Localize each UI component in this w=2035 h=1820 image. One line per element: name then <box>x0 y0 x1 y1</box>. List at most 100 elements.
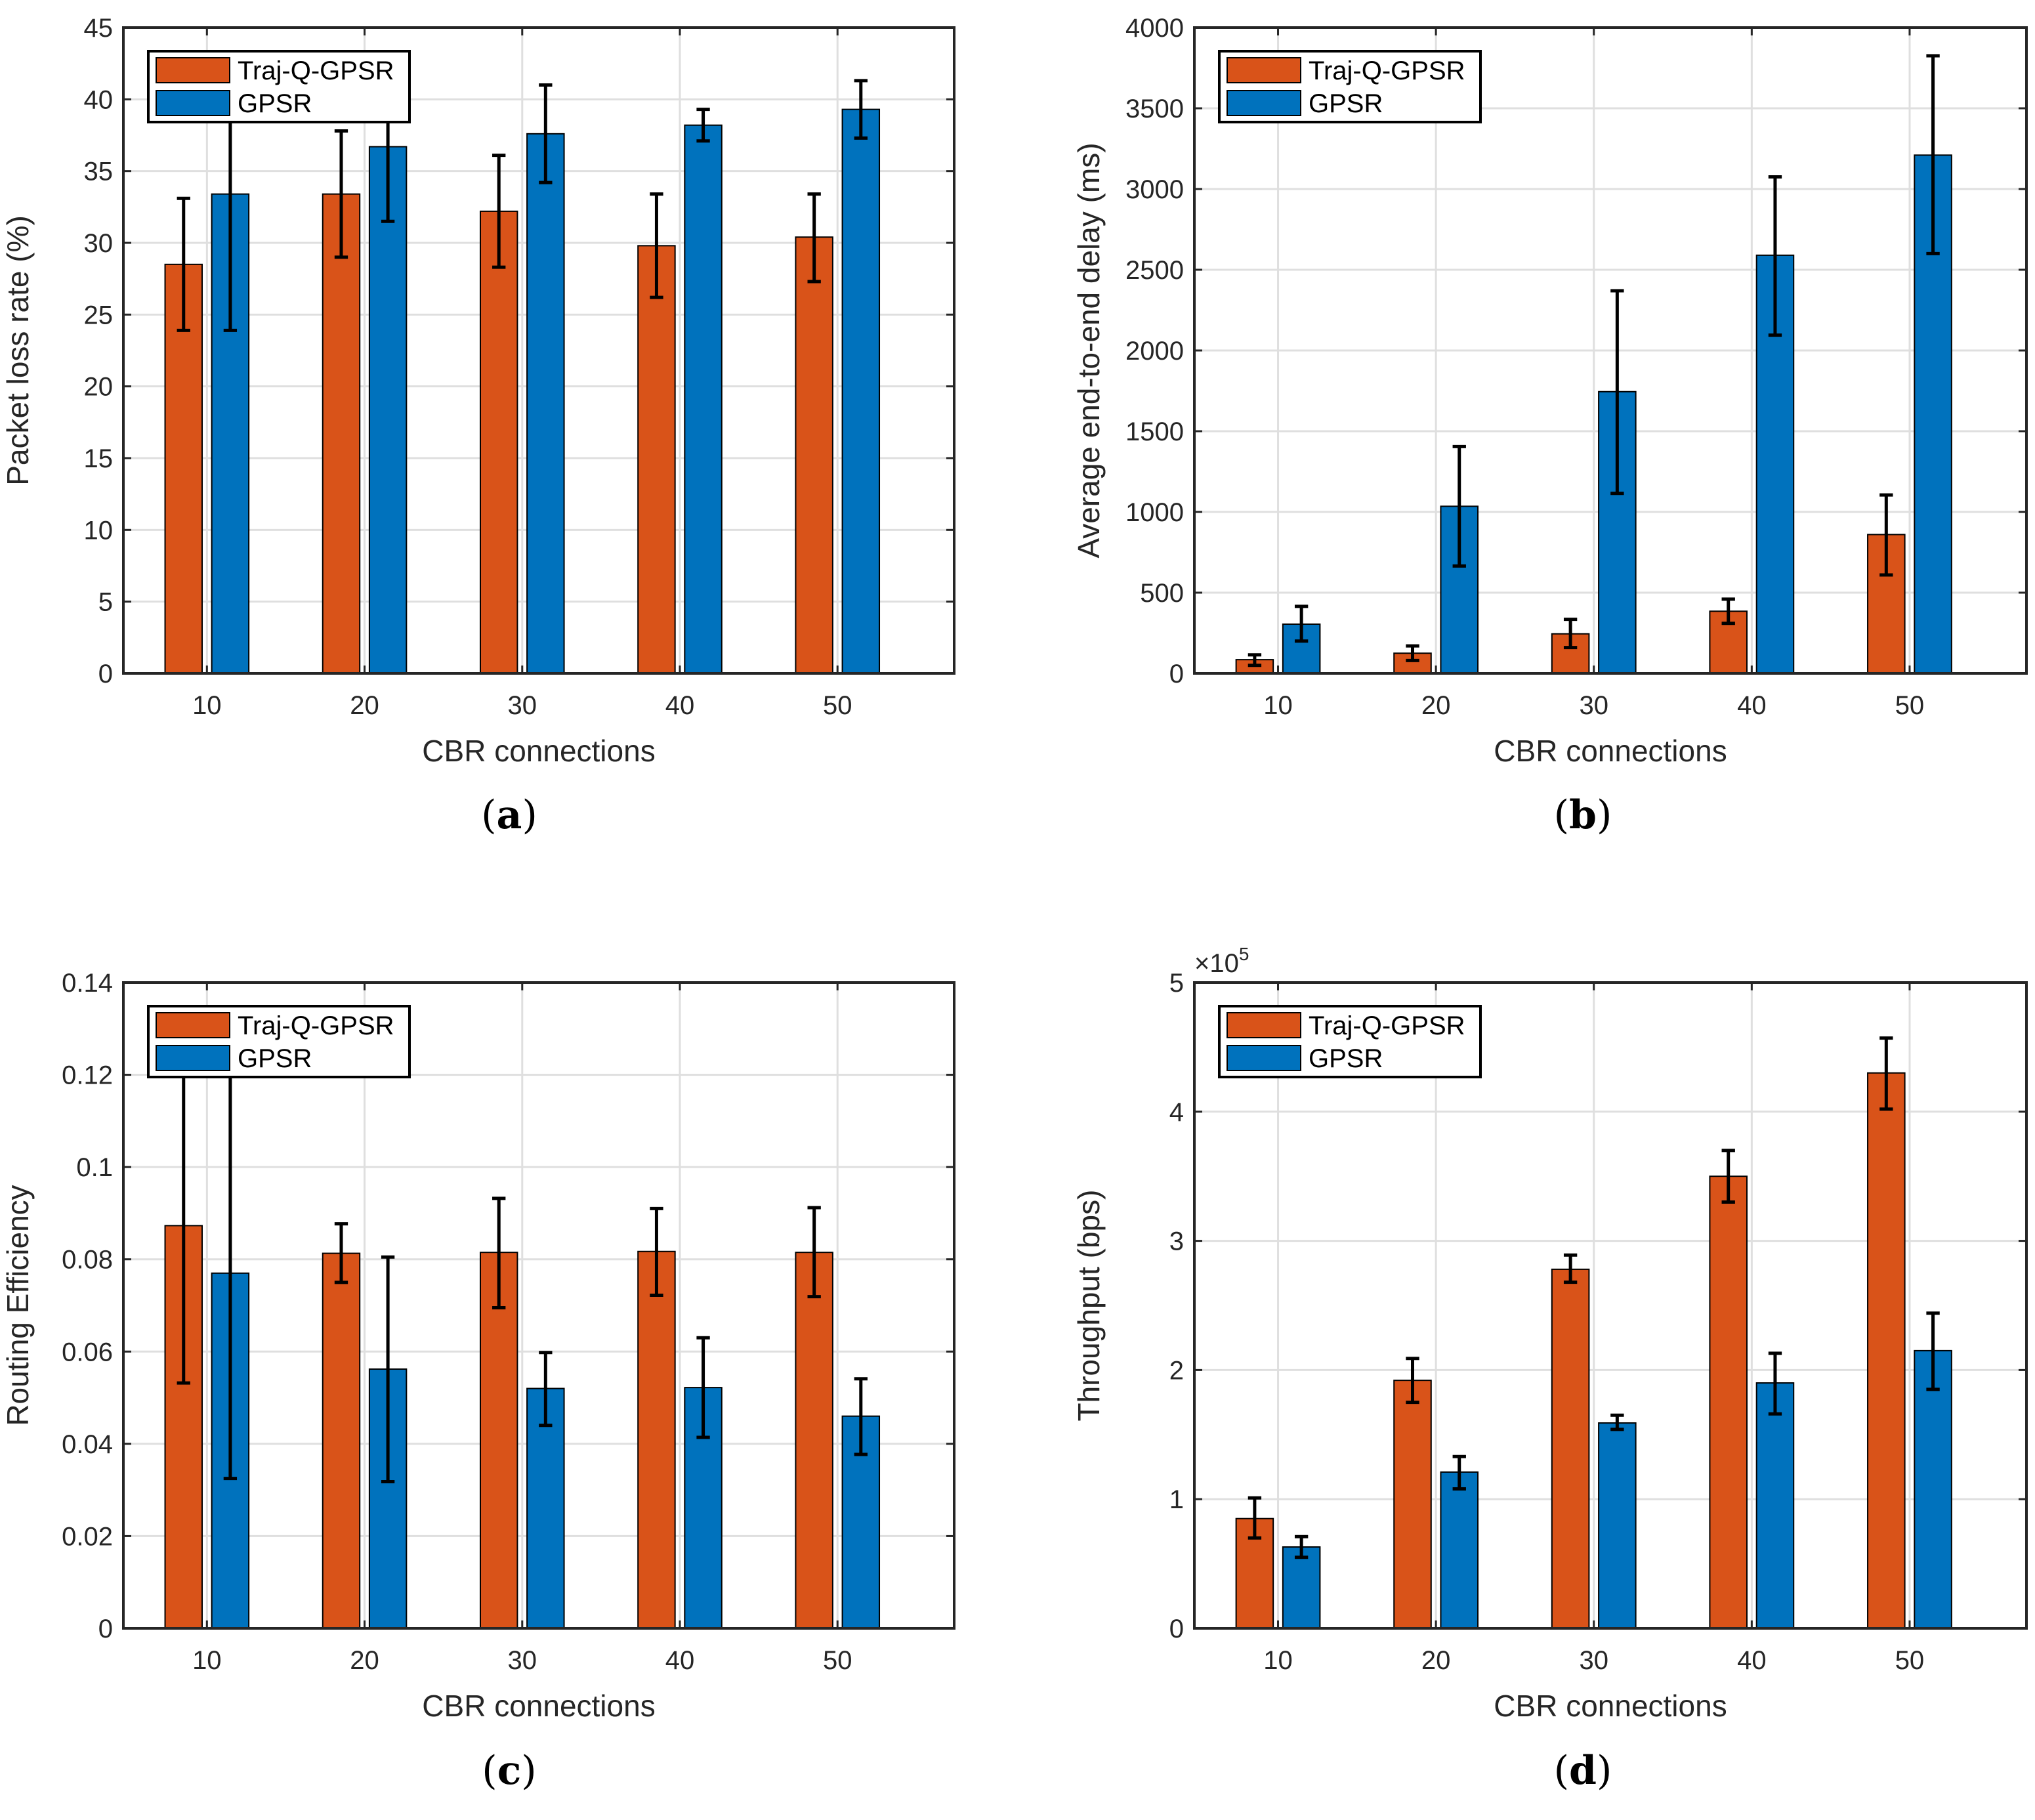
y-axis-label: Packet loss rate (%) <box>1 215 35 486</box>
panel-caption: (a) <box>481 792 537 838</box>
legend-label: GPSR <box>1309 1044 1383 1073</box>
x-tick-label: 50 <box>823 691 852 720</box>
y-tick-label: 10 <box>84 516 114 545</box>
caption-paren: ( <box>482 1748 497 1794</box>
y-tick-label: 0.12 <box>62 1061 113 1090</box>
bar-gpsr-10 <box>1282 1546 1321 1630</box>
x-tick-label: 30 <box>508 1646 537 1675</box>
bar-gpsr-30 <box>526 1387 565 1630</box>
caption-paren: ) <box>521 1748 536 1794</box>
x-tick-label: 30 <box>508 691 537 720</box>
legend-label: GPSR <box>238 1044 312 1073</box>
bar-traj-q-gpsr-30 <box>479 210 518 675</box>
bar-traj-q-gpsr-50 <box>795 1252 833 1629</box>
y-tick-label: 35 <box>84 158 114 186</box>
legend: Traj-Q-GPSR GPSR <box>1218 50 1482 123</box>
axes-box <box>122 981 955 1630</box>
y-tick-label: 40 <box>84 85 114 114</box>
bar-traj-q-gpsr-20 <box>1393 1380 1432 1630</box>
x-tick-label: 30 <box>1579 1646 1608 1675</box>
bar-gpsr-20 <box>1440 1471 1479 1630</box>
panel-caption: (d) <box>1554 1748 1612 1794</box>
bar-traj-q-gpsr-20 <box>322 1252 361 1629</box>
legend: Traj-Q-GPSR GPSR <box>1218 1005 1482 1078</box>
bar-traj-q-gpsr-40 <box>637 1250 676 1630</box>
y-axis-label: Average end-to-end delay (ms) <box>1072 142 1106 558</box>
caption-letter: a <box>497 792 522 838</box>
x-tick-label: 20 <box>350 1646 379 1675</box>
bar-traj-q-gpsr-30 <box>1551 1268 1590 1629</box>
x-axis-label: CBR connections <box>422 1689 655 1723</box>
y-tick-label: 0 <box>1169 1615 1184 1643</box>
y-tick-label: 500 <box>1140 579 1184 608</box>
x-tick-label: 40 <box>665 1646 695 1675</box>
y-tick-label: 1500 <box>1125 417 1184 446</box>
y-tick-label: 0 <box>1169 660 1184 688</box>
bar-traj-q-gpsr-10 <box>164 263 203 674</box>
x-axis-label: CBR connections <box>422 734 655 768</box>
axes-box <box>1193 981 2028 1630</box>
y-tick-label: 4000 <box>1125 14 1184 43</box>
y-axis-label: Throughput (bps) <box>1072 1190 1106 1422</box>
y-tick-label: 30 <box>84 229 114 258</box>
legend-label: Traj-Q-GPSR <box>238 1011 394 1040</box>
x-tick-label: 20 <box>350 691 379 720</box>
legend-swatch-traj-q-gpsr <box>1227 1012 1301 1038</box>
x-axis-label: CBR connections <box>1494 734 1727 768</box>
legend-swatch-gpsr <box>1227 90 1301 116</box>
x-axis-label: CBR connections <box>1494 1689 1727 1723</box>
y-tick-label: 5 <box>1169 969 1184 998</box>
legend-label: Traj-Q-GPSR <box>1309 56 1465 85</box>
x-tick-label: 50 <box>823 1646 852 1675</box>
bar-traj-q-gpsr-30 <box>479 1252 518 1629</box>
x-tick-label: 30 <box>1579 691 1608 720</box>
bar-gpsr-50 <box>841 108 881 674</box>
y-tick-label: 0.02 <box>62 1522 113 1551</box>
y-tick-label: 1 <box>1169 1485 1184 1514</box>
y-tick-label: 1000 <box>1125 498 1184 527</box>
y-tick-label: 20 <box>84 373 114 402</box>
y-tick-label: 0.06 <box>62 1338 113 1366</box>
x-tick-label: 10 <box>192 1646 222 1675</box>
bar-gpsr-40 <box>684 124 723 674</box>
y-tick-label: 4 <box>1169 1098 1184 1127</box>
y-tick-label: 45 <box>84 14 114 43</box>
y-axis-label: Routing Efficiency <box>1 1185 35 1426</box>
caption-paren: ( <box>481 792 496 838</box>
legend-swatch-gpsr <box>1227 1045 1301 1071</box>
x-tick-label: 40 <box>1737 691 1767 720</box>
legend-swatch-gpsr <box>156 1045 230 1071</box>
y-tick-label: 0 <box>98 660 113 688</box>
x-tick-label: 20 <box>1421 1646 1451 1675</box>
x-tick-label: 50 <box>1895 1646 1925 1675</box>
caption-paren: ) <box>1597 792 1612 838</box>
chart-panel-a: 0 5 10 15 20 25 30 35 40 45 10 20 30 40 50 CBR connecti… <box>1 14 955 838</box>
chart-panel-c: 0 0.02 0.04 0.06 0.08 0.1 0.12 0.14 10 20 30 40 50 CB… <box>1 969 955 1794</box>
caption-paren: ) <box>1597 1748 1612 1794</box>
y-tick-label: 0.1 <box>76 1153 113 1182</box>
y-tick-label: 3500 <box>1125 95 1184 123</box>
legend: Traj-Q-GPSR GPSR <box>147 1005 411 1078</box>
bar-gpsr-50 <box>1914 1349 1952 1629</box>
x-tick-label: 10 <box>192 691 222 720</box>
y-tick-label: 25 <box>84 301 114 329</box>
legend-swatch-traj-q-gpsr <box>156 57 230 83</box>
bar-traj-q-gpsr-50 <box>1867 1072 1906 1629</box>
x-tick-label: 50 <box>1895 691 1925 720</box>
bar-gpsr-30 <box>1598 1422 1637 1629</box>
y-tick-label: 5 <box>98 588 113 617</box>
axes-box <box>122 26 955 675</box>
caption-letter: d <box>1569 1748 1597 1794</box>
legend-label: Traj-Q-GPSR <box>238 56 394 85</box>
x-tick-label: 10 <box>1263 691 1293 720</box>
caption-paren: ( <box>1554 792 1569 838</box>
bar-traj-q-gpsr-50 <box>795 236 833 674</box>
legend-swatch-traj-q-gpsr <box>156 1012 230 1038</box>
bar-gpsr-40 <box>1755 1382 1795 1630</box>
bar-gpsr-30 <box>526 133 565 674</box>
x-tick-label: 10 <box>1263 1646 1293 1675</box>
y-tick-label: 3000 <box>1125 175 1184 204</box>
y-tick-label: 0 <box>98 1615 113 1643</box>
y-tick-label: 2500 <box>1125 256 1184 285</box>
caption-paren: ( <box>1554 1748 1569 1794</box>
